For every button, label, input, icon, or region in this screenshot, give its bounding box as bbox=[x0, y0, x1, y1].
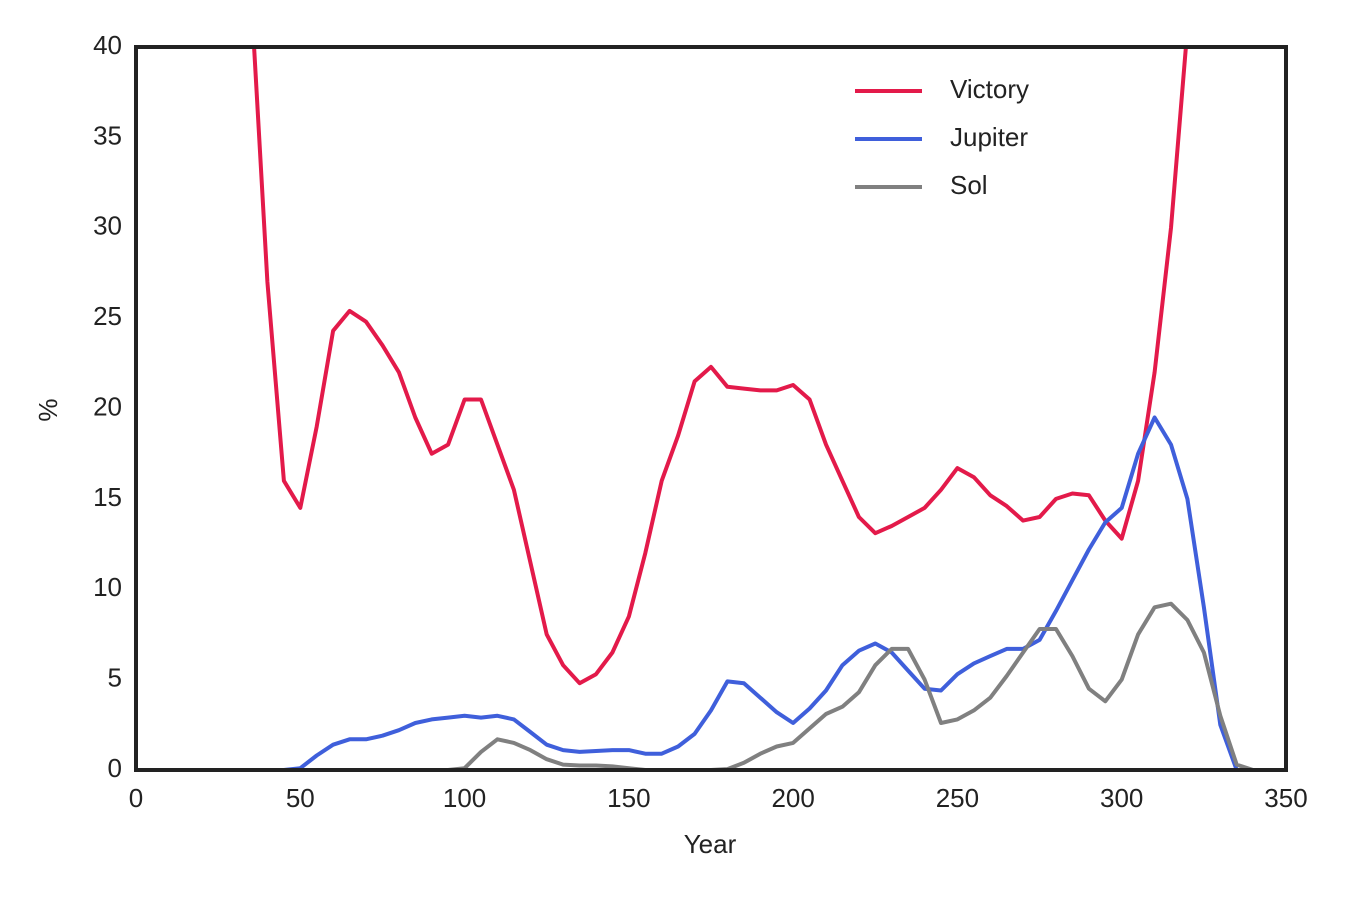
y-tick-label: 25 bbox=[93, 301, 122, 331]
x-tick-label: 100 bbox=[443, 783, 486, 813]
y-tick-label: 35 bbox=[93, 120, 122, 150]
y-tick-label: 40 bbox=[93, 30, 122, 60]
y-tick-label: 0 bbox=[108, 753, 122, 783]
y-tick-label: 20 bbox=[93, 391, 122, 421]
data-line bbox=[136, 415, 1270, 770]
y-tick-label: 15 bbox=[93, 482, 122, 512]
x-tick-label: 200 bbox=[771, 783, 814, 813]
x-tick-label: 250 bbox=[936, 783, 979, 813]
y-tick-label: 10 bbox=[93, 572, 122, 602]
data-line bbox=[136, 601, 1270, 770]
x-tick-label: 300 bbox=[1100, 783, 1143, 813]
legend-label: Victory bbox=[950, 74, 1029, 104]
plot-frame bbox=[134, 45, 1288, 772]
data-line bbox=[252, 47, 1188, 686]
legend-label: Sol bbox=[950, 170, 988, 200]
y-tick-label: 30 bbox=[93, 211, 122, 241]
legend-label: Jupiter bbox=[950, 122, 1028, 152]
x-tick-label: 0 bbox=[129, 783, 143, 813]
y-tick-label: 5 bbox=[108, 663, 122, 693]
x-tick-label: 150 bbox=[607, 783, 650, 813]
x-tick-label: 350 bbox=[1264, 783, 1307, 813]
x-tick-label: 50 bbox=[286, 783, 315, 813]
x-axis-label: Year bbox=[684, 829, 737, 859]
y-axis-label: % bbox=[33, 398, 63, 421]
